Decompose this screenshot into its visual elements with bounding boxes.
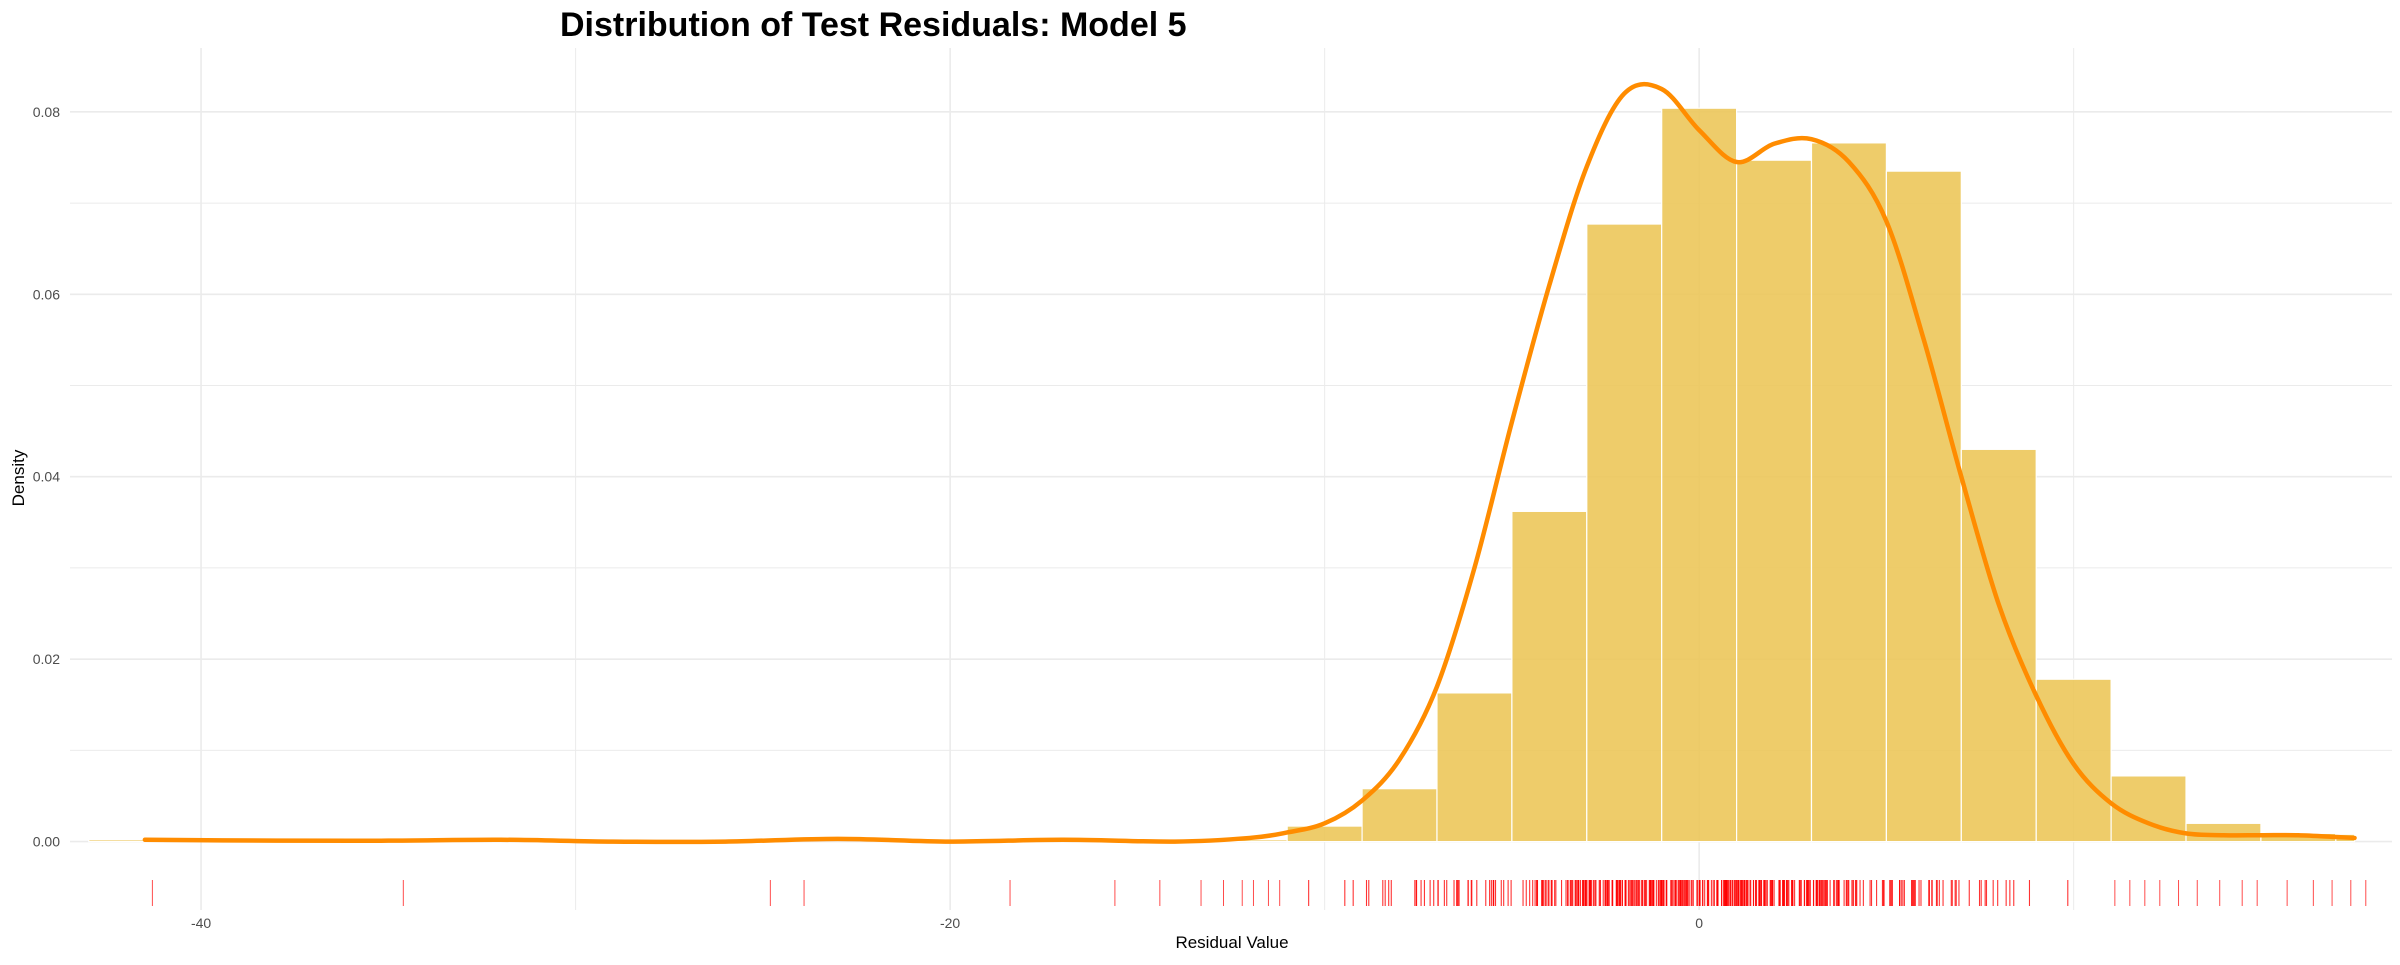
histogram-bar (1511, 510, 1588, 843)
y-tick-label: 0.04 (33, 469, 60, 485)
histogram-bar (1810, 142, 1888, 843)
x-axis-label: Residual Value (1175, 933, 1288, 952)
density-curve-layer (142, 81, 2357, 845)
histogram-bar (1661, 107, 1738, 843)
rug-marks (151, 880, 2367, 906)
y-axis-label: Density (9, 449, 28, 506)
x-tick-label: 0 (1695, 915, 1703, 931)
histogram-bar (1885, 170, 1962, 843)
histogram-bar (1586, 223, 1663, 843)
histogram-bar (1361, 788, 1438, 843)
y-tick-label: 0.08 (33, 104, 60, 120)
x-tick-label: -20 (940, 915, 960, 931)
y-tick-label: 0.00 (33, 834, 60, 850)
tick-labels: 0.00 0.02 0.04 0.06 0.08 -40 -20 0 (33, 104, 1703, 931)
y-tick-label: 0.06 (33, 286, 60, 302)
chart-title: Distribution of Test Residuals: Model 5 (560, 6, 1187, 44)
histogram-bars (88, 107, 2356, 843)
y-tick-label: 0.02 (33, 651, 60, 667)
histogram-bar (1436, 692, 1513, 843)
histogram-bar (1960, 448, 2037, 843)
histogram-bar (1735, 159, 1813, 843)
x-tick-label: -40 (191, 915, 211, 931)
density-curve (142, 81, 2357, 845)
